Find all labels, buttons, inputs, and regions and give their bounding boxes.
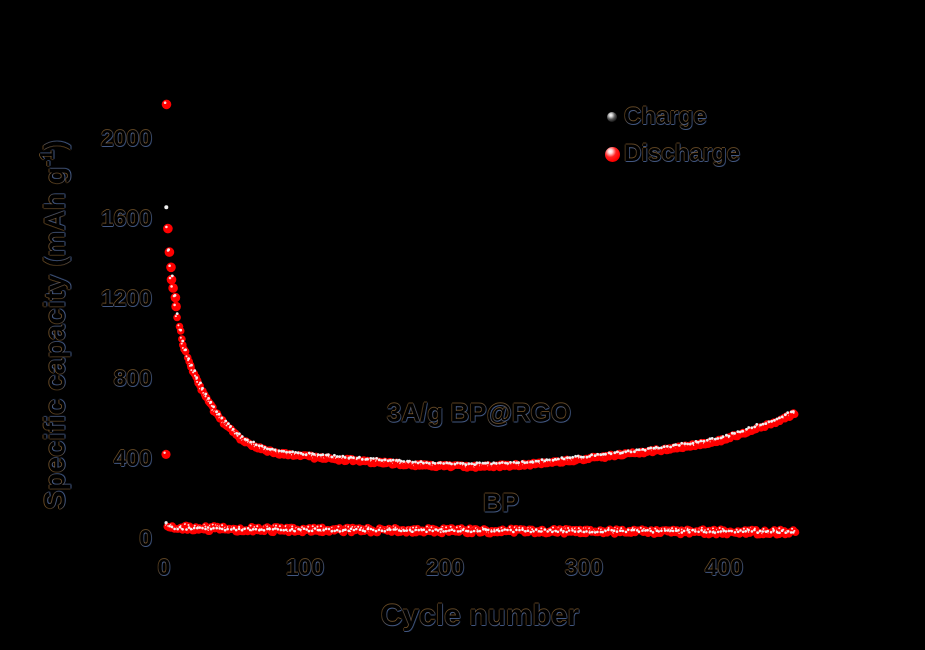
- x-tick-400: 400: [704, 554, 744, 580]
- legend-entry-charge: Charge: [598, 103, 707, 130]
- y-tick-800: 800: [113, 365, 152, 391]
- charge-ball-marker-icon: [607, 112, 617, 122]
- x-tick-300: 300: [564, 554, 604, 580]
- x-tick-200: 200: [425, 554, 465, 580]
- annotation-bp: BP: [482, 487, 520, 518]
- discharge-ball-marker-icon: [605, 147, 620, 162]
- y-tick-1200: 1200: [100, 285, 152, 311]
- x-tick-100: 100: [285, 554, 325, 580]
- legend-charge-label: Charge: [624, 103, 707, 130]
- y-axis-title: Specific capacity (mAh g-1): [37, 140, 72, 510]
- annotation-rate-bprgo: 3A/g BP@RGO: [386, 397, 572, 428]
- y-tick-1600: 1600: [100, 205, 152, 231]
- x-tick-0: 0: [157, 554, 171, 580]
- legend-discharge-label: Discharge: [624, 140, 741, 167]
- y-tick-400: 400: [113, 445, 152, 471]
- legend-entry-discharge: Discharge: [598, 140, 741, 167]
- y-tick-0: 0: [139, 525, 152, 551]
- y-tick-2000: 2000: [100, 125, 152, 151]
- x-axis-title: Cycle number: [380, 599, 580, 632]
- y-axis-superscript: -1: [37, 149, 59, 167]
